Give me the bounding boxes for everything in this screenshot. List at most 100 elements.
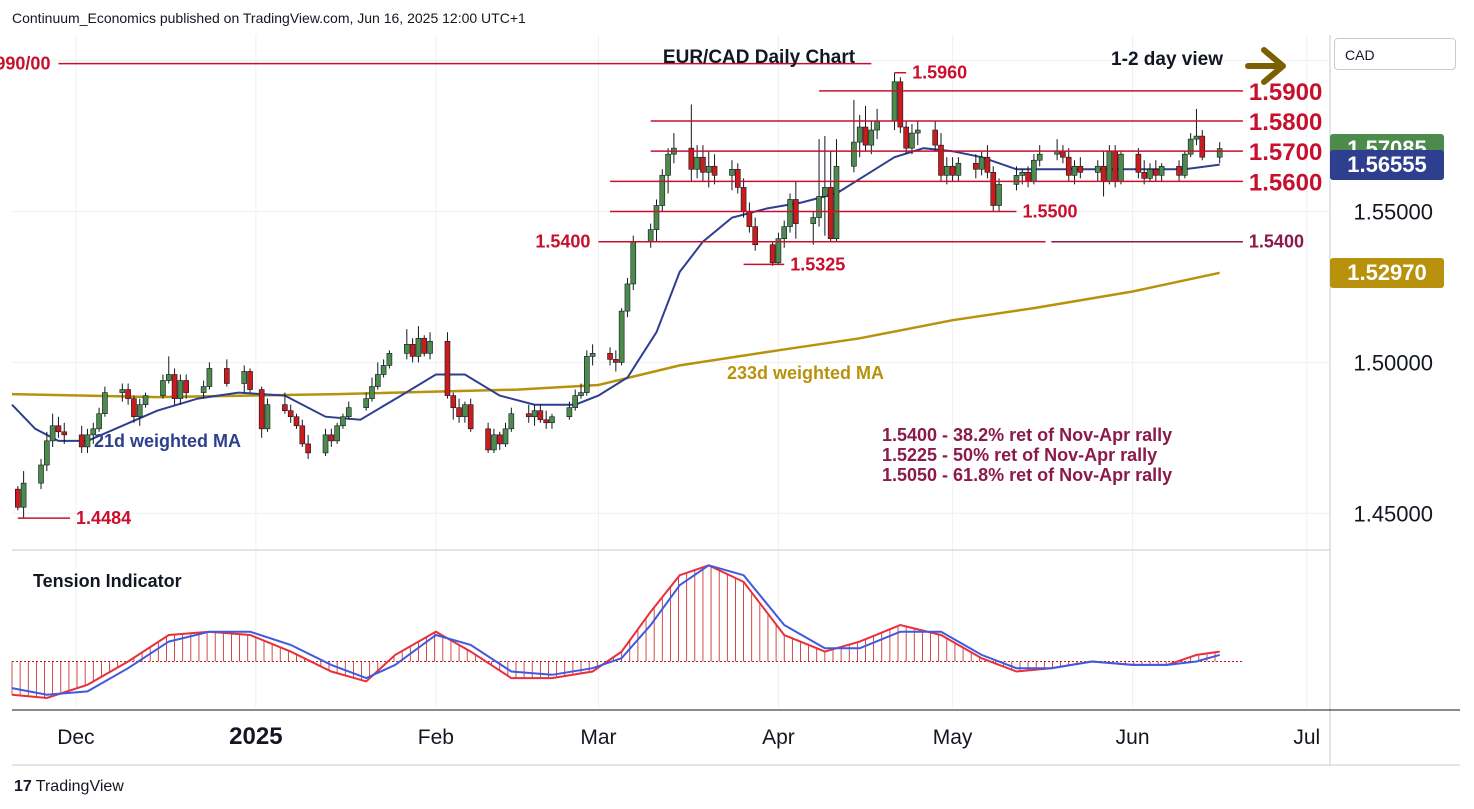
- candle: [299, 419, 306, 447]
- candle: [525, 404, 532, 423]
- candle: [293, 413, 300, 429]
- candle-body: [1199, 135, 1206, 158]
- candle-body: [363, 398, 369, 408]
- candle-body: [55, 425, 62, 433]
- candle-body: [549, 416, 555, 424]
- candle: [624, 277, 631, 318]
- candle: [856, 114, 863, 158]
- candle: [1193, 108, 1200, 146]
- candle: [119, 383, 126, 402]
- candle-body: [165, 374, 172, 381]
- candle-body: [1193, 135, 1200, 140]
- candle: [659, 169, 666, 212]
- candle-body: [305, 443, 311, 454]
- candle: [131, 395, 137, 423]
- fib-note: 1.5400 - 38.2% ret of Nov-Apr rally: [882, 425, 1172, 445]
- ma233-line-layer: [11, 271, 1220, 399]
- ma21-line-layer: [11, 147, 1220, 442]
- sideways-arrow-icon: [1245, 47, 1286, 85]
- candle-body: [1065, 156, 1072, 176]
- candle-body: [769, 244, 776, 264]
- arrow-head: [1261, 47, 1286, 85]
- candle: [20, 471, 27, 519]
- candle-body: [543, 419, 549, 424]
- candle: [874, 108, 880, 140]
- candle: [793, 181, 799, 239]
- candle: [671, 133, 677, 164]
- candle: [160, 374, 166, 399]
- candle-body: [607, 353, 613, 360]
- publisher-line: Continuum_Economics published on Trading…: [12, 10, 526, 26]
- candle: [665, 148, 671, 194]
- candle: [1013, 166, 1020, 191]
- candle: [380, 359, 387, 378]
- candle: [1054, 139, 1060, 161]
- candle: [572, 389, 578, 411]
- candle-body: [914, 129, 921, 134]
- candle: [549, 413, 555, 429]
- candle-body: [874, 120, 880, 131]
- candle: [247, 368, 253, 393]
- candle-body: [322, 434, 329, 454]
- candle: [78, 425, 85, 453]
- candle-body: [1106, 150, 1113, 182]
- fib-line-label: 1.5400: [1249, 232, 1304, 252]
- candle-body: [1176, 165, 1182, 176]
- level-label: 1.5500: [1022, 202, 1077, 222]
- candle: [264, 398, 271, 432]
- candle-body: [415, 337, 422, 357]
- candle: [1182, 151, 1188, 179]
- candle-body: [136, 404, 143, 418]
- candle: [305, 434, 311, 459]
- candle: [363, 392, 369, 411]
- candle-body: [96, 413, 102, 430]
- candle: [334, 422, 340, 444]
- candle-body: [90, 428, 97, 436]
- candle: [630, 235, 637, 290]
- candle: [345, 401, 352, 420]
- candle: [1199, 130, 1206, 161]
- candle-body: [827, 187, 834, 239]
- candle: [61, 422, 68, 444]
- candle-body: [467, 404, 474, 430]
- x-tick-label: Mar: [580, 726, 616, 749]
- candle: [241, 365, 248, 393]
- candle: [49, 413, 56, 447]
- candle: [1216, 142, 1223, 164]
- candle-body: [119, 389, 126, 393]
- candle: [909, 124, 915, 155]
- candle-body: [1025, 172, 1031, 182]
- candle-body: [578, 392, 584, 396]
- candle: [833, 139, 840, 242]
- candle-body: [1141, 172, 1148, 179]
- candle-body: [862, 126, 869, 146]
- candle: [1147, 163, 1153, 182]
- candle: [589, 344, 596, 366]
- candle-body: [293, 416, 300, 427]
- candle-body: [903, 126, 909, 149]
- candle-body: [206, 368, 213, 387]
- view-label: 1-2 day view: [1111, 49, 1223, 70]
- candle-body: [705, 165, 712, 173]
- tv-logo-text: TradingView: [35, 778, 124, 795]
- candle: [711, 154, 718, 185]
- y-tick-label: 1.50000: [1353, 350, 1433, 375]
- candles: [15, 72, 1223, 519]
- level-label: 1.5900: [1249, 79, 1322, 106]
- candle: [96, 407, 102, 432]
- candle: [369, 377, 375, 402]
- candle: [224, 359, 230, 387]
- candle: [653, 199, 660, 242]
- candle: [1071, 160, 1078, 185]
- candle: [258, 386, 265, 438]
- candle: [102, 386, 108, 417]
- candle: [415, 326, 422, 363]
- candle-body: [740, 187, 747, 212]
- x-tick-label: Dec: [57, 726, 94, 749]
- candle: [955, 157, 962, 182]
- currency-selector[interactable]: CAD: [1334, 38, 1456, 70]
- candle-body: [613, 359, 619, 363]
- candle-body: [61, 431, 68, 436]
- chart-annotations: EUR/CAD Daily Chart 1-2 day view 21d weigh…: [33, 47, 1286, 591]
